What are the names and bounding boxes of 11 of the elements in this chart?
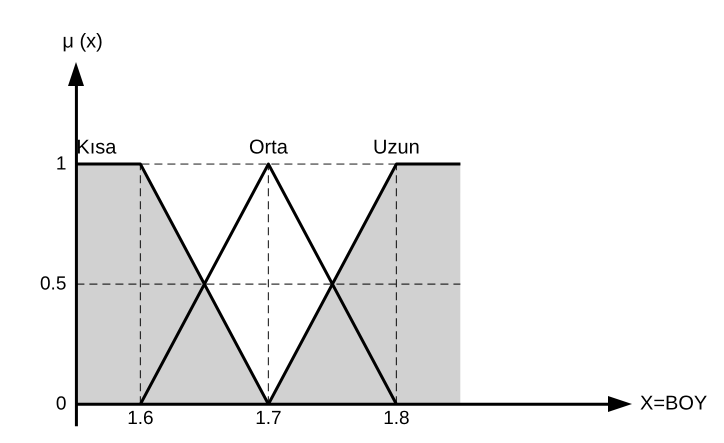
y-axis-title: μ (x)	[62, 30, 103, 53]
x-axis-title: X=BOY	[640, 392, 708, 415]
series-label: Uzun	[373, 136, 420, 159]
y-tick-label: 0	[56, 393, 66, 414]
series-label: Kısa	[76, 136, 118, 159]
x-tick-label: 1.6	[127, 408, 154, 429]
series-label: Orta	[248, 136, 289, 159]
y-tick-label: 1	[56, 153, 66, 174]
x-tick-label: 1.8	[383, 408, 410, 429]
y-tick-label: 0.5	[40, 273, 66, 294]
x-tick-label: 1.7	[255, 408, 282, 429]
